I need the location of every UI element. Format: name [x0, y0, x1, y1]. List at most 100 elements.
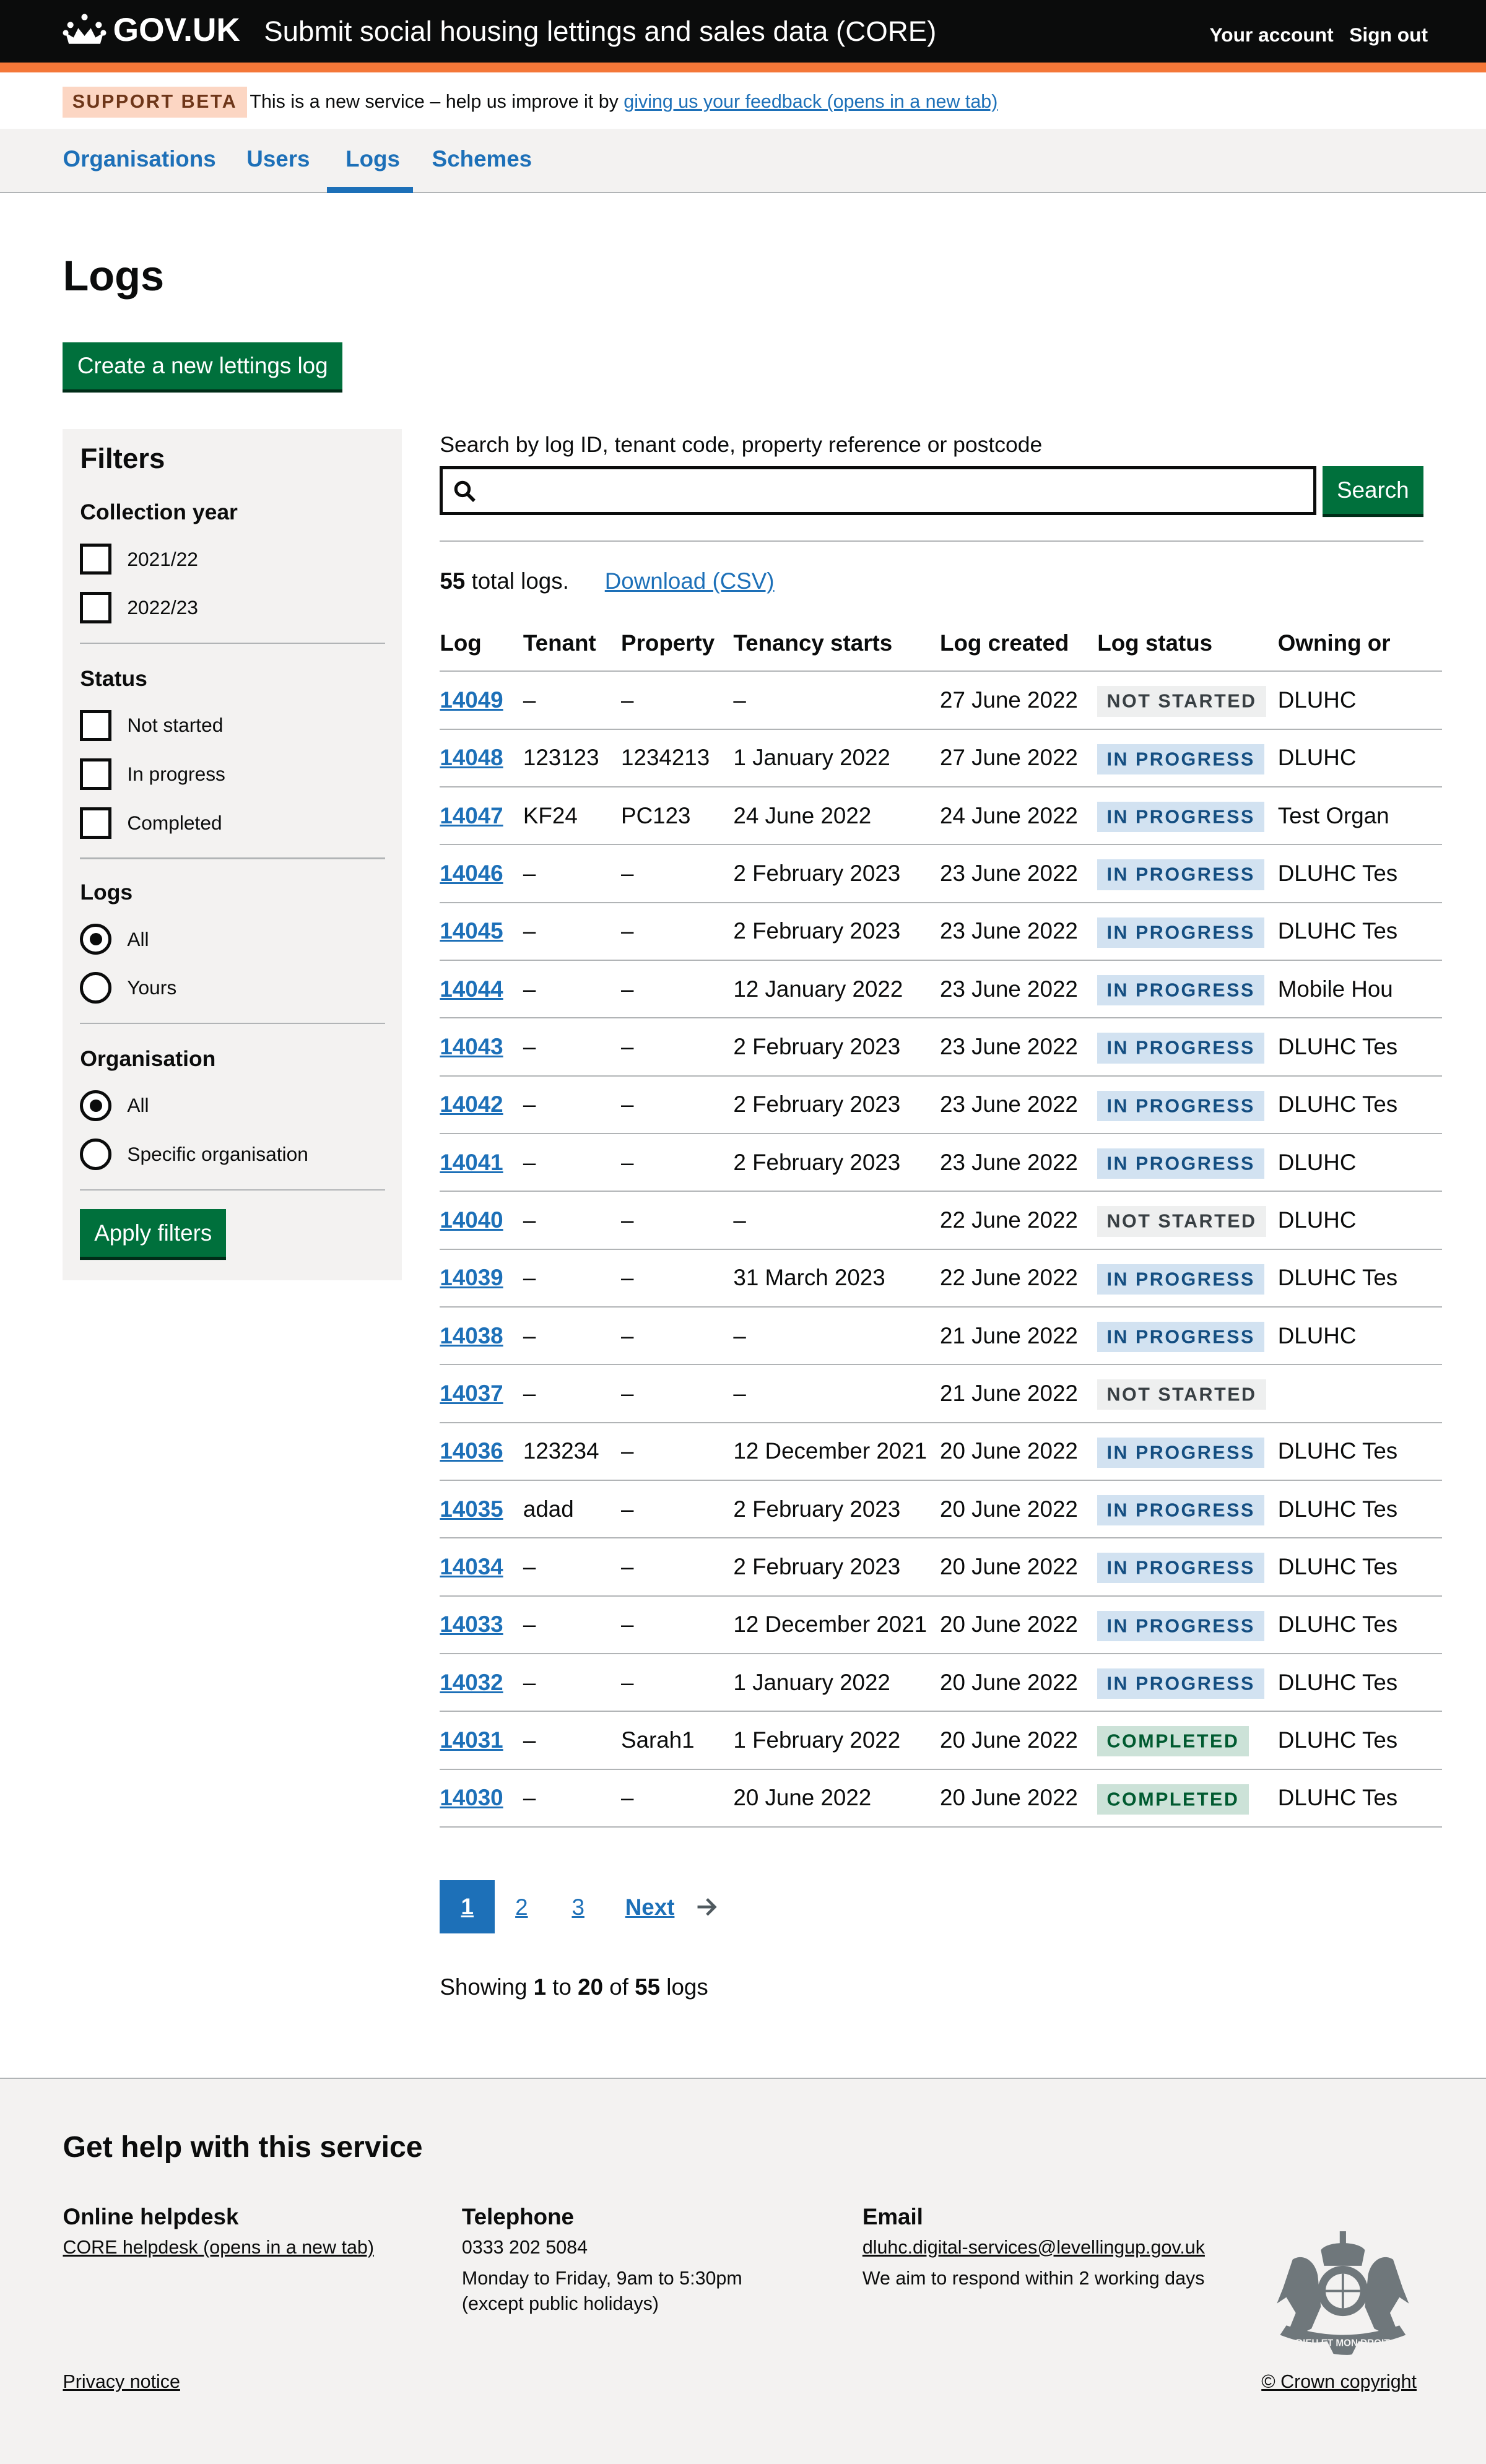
log-id-link[interactable]: 14045	[440, 918, 503, 944]
log-id-link[interactable]: 14032	[440, 1669, 503, 1695]
checkbox-completed[interactable]: Completed	[80, 807, 222, 839]
radio-org-all[interactable]: All	[80, 1090, 149, 1122]
pagination-page-2[interactable]: 2	[515, 1894, 528, 1920]
tenant-cell: –	[523, 1653, 622, 1712]
log-id-link[interactable]: 14031	[440, 1727, 503, 1753]
table-row[interactable]: 14049– – –27 June 2022 NOT STARTED DLUHC	[440, 671, 1442, 730]
radio[interactable]	[80, 923, 111, 955]
royal-coat-of-arms-logo: DIEU ET MON DROIT	[1277, 2231, 1409, 2356]
checkbox-label: Completed	[127, 811, 222, 834]
table-row[interactable]: 14038– – –21 June 2022 IN PROGRESS DLUHC	[440, 1306, 1442, 1366]
crest-motto: DIEU ET MON DROIT	[1296, 2338, 1390, 2349]
crown-copyright-link[interactable]: © Crown copyright	[1261, 2371, 1417, 2393]
log-id-link[interactable]: 14046	[440, 860, 503, 886]
search-input[interactable]	[484, 469, 1307, 512]
checkbox-2021-22[interactable]: 2021/22	[80, 543, 198, 575]
pagination-page-1[interactable]: 1	[440, 1880, 495, 1934]
table-row[interactable]: 14046– –2 February 2023 23 June 2022 IN PRO…	[440, 844, 1442, 903]
download-csv-link[interactable]: Download (CSV)	[604, 568, 775, 594]
checkbox-label: Not started	[127, 714, 224, 737]
nav-logs[interactable]: Logs	[345, 145, 400, 171]
table-row[interactable]: 14037– – –21 June 2022 NOT STARTED	[440, 1364, 1442, 1423]
pagination-page-3[interactable]: 3	[571, 1894, 584, 1920]
checkbox[interactable]	[80, 543, 111, 575]
search-field-wrapper[interactable]	[440, 466, 1316, 515]
log-id-link[interactable]: 14040	[440, 1207, 503, 1233]
table-row[interactable]: 14035 adad –2 February 2023 20 June 2022 IN …	[440, 1480, 1442, 1539]
table-row[interactable]: 14032– –1 January 2022 20 June 2022 IN PROG…	[440, 1653, 1442, 1712]
header	[0, 0, 1486, 63]
t: logs	[660, 1974, 708, 2000]
owning-org-cell: DLUHC	[1277, 1133, 1442, 1192]
column-header: Log	[440, 615, 523, 672]
sign-out-link[interactable]: Sign out	[1349, 24, 1428, 46]
table-row[interactable]: 14043– –2 February 2023 23 June 2022 IN PRO…	[440, 1018, 1442, 1077]
log-id-link[interactable]: 14047	[440, 802, 503, 828]
arrow-right-icon[interactable]	[696, 1898, 718, 1916]
table-row[interactable]: 14034– –2 February 2023 20 June 2022 IN PRO…	[440, 1538, 1442, 1597]
table-row[interactable]: 14042– –2 February 2023 23 June 2022 IN PRO…	[440, 1075, 1442, 1134]
privacy-notice-link[interactable]: Privacy notice	[63, 2371, 180, 2393]
table-row[interactable]: 14040– – –22 June 2022 NOT STARTED DLUHC	[440, 1191, 1442, 1250]
log-created-cell: 20 June 2022	[940, 1711, 1098, 1770]
radio-logs-all[interactable]: All	[80, 923, 149, 955]
table-row[interactable]: 14033– –12 December 2021 20 June 2022 IN PR…	[440, 1595, 1442, 1654]
checkbox[interactable]	[80, 709, 111, 742]
checkbox[interactable]	[80, 592, 111, 624]
log-id-link[interactable]: 14035	[440, 1496, 503, 1522]
radio-label: Yours	[127, 976, 177, 999]
table-row[interactable]: 14036 123234–12 December 2021 20 June 2022…	[440, 1422, 1442, 1481]
log-id-link[interactable]: 14030	[440, 1785, 503, 1811]
table-row[interactable]: 14045– –2 February 2023 23 June 2022 IN PRO…	[440, 902, 1442, 961]
table-row[interactable]: 14044– –12 January 2022 23 June 2022 IN PRO…	[440, 960, 1442, 1019]
log-id-link[interactable]: 14033	[440, 1612, 503, 1638]
table-row[interactable]: 14048 123123 1234213 1 January 2022 27 June …	[440, 729, 1442, 787]
table-row[interactable]: 14041– –2 February 2023 23 June 2022 IN PRO…	[440, 1133, 1442, 1192]
log-id-link[interactable]: 14044	[440, 976, 503, 1002]
feedback-link[interactable]: giving us your feedback (opens in a new …	[624, 91, 998, 113]
log-id-link[interactable]: 14048	[440, 745, 503, 771]
nav-users[interactable]: Users	[246, 145, 310, 171]
radio[interactable]	[80, 1139, 111, 1170]
govuk-logo[interactable]: GOV.UK	[63, 11, 240, 49]
property-cell: –	[621, 1538, 734, 1597]
tenancy-starts-cell: 12 December 2021	[733, 1422, 940, 1481]
tenant-cell: –	[523, 1018, 622, 1077]
table-row[interactable]: 14047 KF24 PC123 24 June 2022 24 June 2022 IN…	[440, 786, 1442, 846]
radio-org-specific[interactable]: Specific organisation	[80, 1139, 308, 1170]
log-id-link[interactable]: 14041	[440, 1149, 503, 1175]
log-id-link[interactable]: 14034	[440, 1553, 503, 1579]
email-link[interactable]: dluhc.digital-services@levellingup.gov.u…	[862, 2236, 1205, 2258]
log-id-cell: 14035	[440, 1480, 523, 1539]
checkbox[interactable]	[80, 758, 111, 790]
log-id-link[interactable]: 14037	[440, 1380, 503, 1406]
property-cell: –	[621, 1422, 734, 1481]
log-id-link[interactable]: 14042	[440, 1091, 503, 1117]
pagination-next[interactable]: Next	[625, 1894, 675, 1920]
table-row[interactable]: 14030– –20 June 2022 20 June 2022 COMPLETED…	[440, 1769, 1442, 1828]
checkbox-not-started[interactable]: Not started	[80, 709, 224, 742]
radio[interactable]	[80, 1090, 111, 1122]
your-account-link[interactable]: Your account	[1209, 24, 1334, 46]
log-id-link[interactable]: 14038	[440, 1322, 503, 1348]
table-row[interactable]: 14031– Sarah1 1 February 2022 20 June 2022 C…	[440, 1711, 1442, 1770]
apply-filters-button[interactable]: Apply filters	[80, 1209, 227, 1257]
service-name[interactable]: Submit social housing lettings and sales…	[264, 15, 937, 48]
nav-organisations[interactable]: Organisations	[63, 145, 216, 171]
checkbox-in-progress[interactable]: In progress	[80, 758, 225, 790]
status-tag: NOT STARTED	[1097, 686, 1266, 717]
radio-logs-yours[interactable]: Yours	[80, 972, 176, 1004]
nav-schemes[interactable]: Schemes	[432, 145, 532, 171]
log-id-link[interactable]: 14043	[440, 1033, 503, 1059]
log-id-cell: 14036	[440, 1422, 523, 1481]
checkbox[interactable]	[80, 807, 111, 839]
search-button[interactable]: Search	[1323, 466, 1423, 514]
table-row[interactable]: 14039– –31 March 2023 22 June 2022 IN PROGR…	[440, 1249, 1442, 1308]
log-id-link[interactable]: 14036	[440, 1438, 503, 1464]
checkbox-2022-23[interactable]: 2022/23	[80, 592, 198, 624]
log-id-link[interactable]: 14049	[440, 687, 503, 713]
log-id-link[interactable]: 14039	[440, 1265, 503, 1291]
radio[interactable]	[80, 972, 111, 1004]
create-lettings-log-button[interactable]: Create a new lettings log	[63, 342, 343, 390]
helpdesk-link[interactable]: CORE helpdesk (opens in a new tab)	[63, 2236, 374, 2258]
